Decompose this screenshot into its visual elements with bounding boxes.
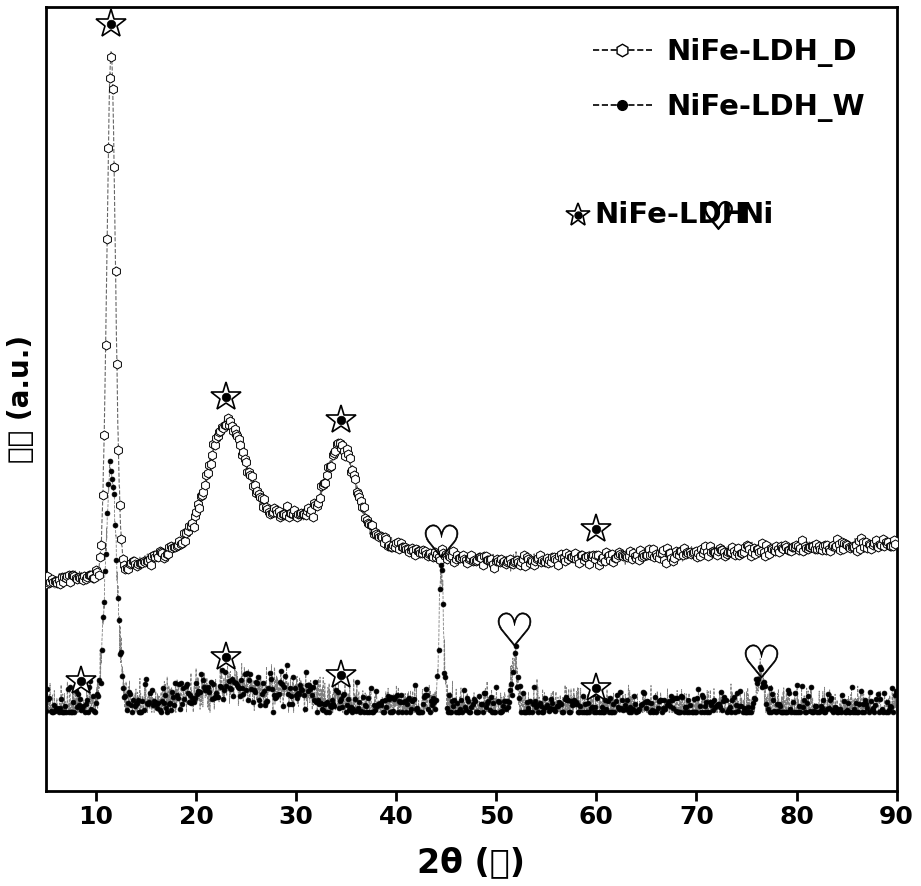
Y-axis label: 强度 (a.u.): 强度 (a.u.) [7, 335, 35, 463]
Text: NiFe-LDH: NiFe-LDH [595, 200, 747, 229]
Legend: NiFe-LDH_D, NiFe-LDH_W: NiFe-LDH_D, NiFe-LDH_W [585, 29, 873, 131]
X-axis label: 2θ (度): 2θ (度) [417, 846, 525, 879]
Text: Ni: Ni [740, 200, 774, 229]
